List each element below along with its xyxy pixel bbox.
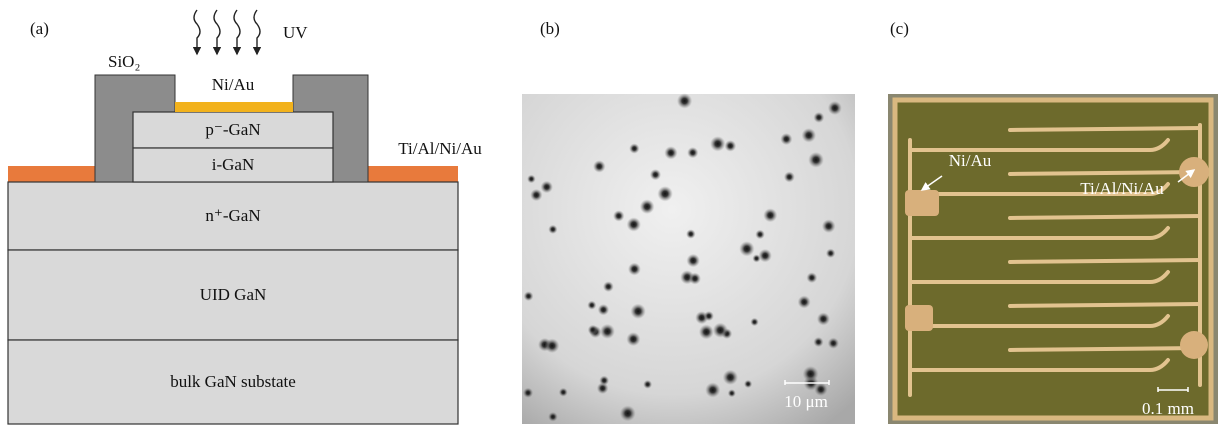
defect-dot bbox=[784, 171, 795, 182]
defect-dot bbox=[817, 312, 830, 325]
defect-dot bbox=[600, 324, 615, 339]
figure: (a) UV Ni/Au SiO₂ Ti/Al/Ni/Au p⁻-GaN i-G… bbox=[0, 0, 1218, 426]
oxide-label: SiO₂ bbox=[108, 52, 140, 71]
defect-dot bbox=[813, 112, 824, 123]
defect-dot bbox=[603, 281, 614, 292]
defect-dot bbox=[750, 318, 758, 326]
defect-dot bbox=[803, 366, 819, 382]
defect-dot bbox=[806, 272, 817, 283]
defect-dot bbox=[828, 338, 839, 349]
defect-dot bbox=[530, 189, 542, 201]
defect-dot bbox=[808, 152, 824, 168]
defect-dot bbox=[798, 295, 811, 308]
contact-label: Ti/Al/Ni/Au bbox=[398, 139, 482, 158]
ohmic-contact bbox=[368, 166, 458, 182]
defect-dot bbox=[828, 101, 842, 115]
defect-dot bbox=[686, 229, 696, 239]
defect-dot bbox=[699, 324, 714, 339]
defect-dot bbox=[813, 337, 823, 347]
defect-dot bbox=[643, 380, 652, 389]
defect-dot bbox=[524, 291, 534, 301]
defect-dot bbox=[752, 254, 760, 262]
layer-label: p⁻-GaN bbox=[205, 120, 260, 139]
defect-dot bbox=[826, 249, 835, 258]
defect-dot bbox=[598, 304, 609, 315]
defect-dot bbox=[664, 146, 677, 159]
defect-dot bbox=[713, 323, 728, 338]
defect-dot bbox=[523, 388, 533, 398]
finger bbox=[1010, 260, 1200, 262]
defect-dot bbox=[744, 380, 752, 388]
defect-dot bbox=[710, 136, 725, 151]
defect-dot bbox=[728, 389, 736, 397]
defect-dot bbox=[626, 332, 640, 346]
layer-label: bulk GaN substate bbox=[170, 372, 296, 391]
defect-dot bbox=[587, 301, 596, 310]
defect-dot bbox=[802, 128, 817, 143]
defect-dot bbox=[630, 304, 645, 319]
panel-b: (b) 10 μm bbox=[522, 19, 855, 424]
finger bbox=[1010, 172, 1200, 174]
defect-dot bbox=[559, 388, 568, 397]
defect-dot bbox=[548, 412, 558, 422]
defect-dot bbox=[758, 249, 772, 263]
finger bbox=[1010, 128, 1200, 130]
defect-dot bbox=[527, 175, 536, 184]
defect-dot bbox=[689, 273, 701, 285]
defect-dot bbox=[822, 219, 836, 233]
ni-au-contact bbox=[175, 102, 293, 112]
defect-dot bbox=[620, 405, 636, 421]
defect-dot bbox=[541, 181, 553, 193]
defect-dot bbox=[650, 169, 661, 180]
panel-label: (a) bbox=[30, 19, 49, 38]
defect-dot bbox=[548, 225, 557, 234]
defect-dot bbox=[677, 93, 692, 108]
defect-dot bbox=[755, 230, 765, 240]
panel-c: (c) Ni/Au Ti/Al/Ni/Au 0.1 mm bbox=[888, 19, 1218, 424]
layer-label: i-GaN bbox=[212, 155, 254, 174]
defect-dot bbox=[628, 263, 641, 276]
defect-dot bbox=[545, 338, 560, 353]
scale-label: 10 μm bbox=[784, 392, 828, 411]
defect-dot bbox=[725, 140, 737, 152]
panel-a: (a) UV Ni/Au SiO₂ Ti/Al/Ni/Au p⁻-GaN i-G… bbox=[8, 10, 482, 424]
contact-label: Ni/Au bbox=[212, 75, 255, 94]
defect-dot bbox=[657, 186, 672, 201]
defect-dot bbox=[613, 210, 624, 221]
defect-dot bbox=[780, 133, 792, 145]
defect-dot bbox=[599, 376, 609, 386]
panel-label: (b) bbox=[540, 19, 560, 38]
ohmic-contact bbox=[8, 166, 95, 182]
defect-dot bbox=[686, 254, 700, 268]
layer-label: UID GaN bbox=[200, 285, 267, 304]
uv-label: UV bbox=[283, 23, 308, 42]
layer-label: n⁺-GaN bbox=[205, 206, 260, 225]
defect-dot bbox=[739, 241, 754, 256]
defect-dot bbox=[723, 370, 738, 385]
panel-label: (c) bbox=[890, 19, 909, 38]
uv-arrows bbox=[194, 10, 260, 54]
finger bbox=[1010, 304, 1200, 306]
defect-dot bbox=[687, 147, 698, 158]
defect-dot bbox=[627, 217, 641, 231]
defect-dot bbox=[593, 160, 606, 173]
scale-label: 0.1 mm bbox=[1142, 399, 1194, 418]
electrode-label: Ti/Al/Ni/Au bbox=[1080, 179, 1164, 198]
defect-dot bbox=[763, 208, 777, 222]
finger bbox=[1010, 216, 1200, 218]
defect-dot bbox=[705, 382, 720, 397]
defect-dot bbox=[629, 143, 639, 153]
finger bbox=[1010, 348, 1200, 350]
defect-dot bbox=[588, 325, 598, 335]
defect-dot bbox=[640, 199, 655, 214]
defect-dot bbox=[704, 311, 714, 321]
electrode-label: Ni/Au bbox=[949, 151, 992, 170]
